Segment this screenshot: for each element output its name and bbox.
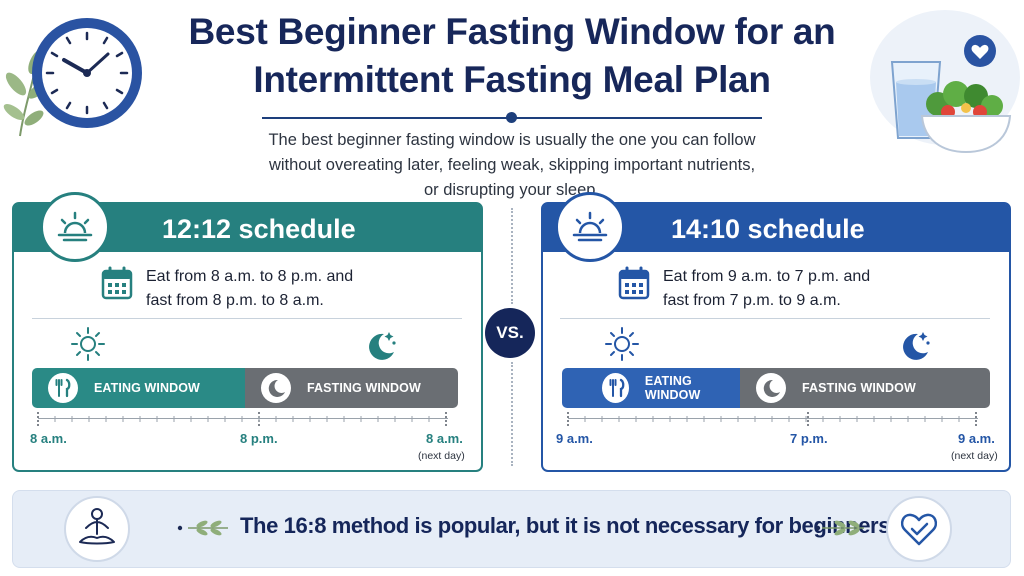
salad-bowl-icon — [918, 78, 1014, 159]
timeline-ticks — [37, 412, 447, 426]
card-title: 14:10 schedule — [671, 214, 865, 244]
end-time: 8 a.m. — [426, 431, 463, 446]
title-line-2: Intermittent Fasting Meal Plan — [253, 59, 771, 100]
description-line-1: Eat from 8 a.m. to 8 p.m. and — [146, 268, 354, 285]
end-time: 9 a.m. — [958, 431, 995, 446]
eating-window-segment: EATING WINDOW — [32, 368, 245, 408]
vs-divider-top — [511, 208, 513, 304]
moon-stars-icon — [898, 328, 932, 367]
fasting-window-segment: FASTING WINDOW — [740, 368, 990, 408]
divider — [560, 318, 990, 319]
start-time: 9 a.m. — [556, 431, 593, 446]
description-line-2: fast from 8 p.m. to 8 a.m. — [146, 292, 324, 309]
calendar-icon — [618, 266, 650, 305]
sun-icon — [70, 326, 106, 367]
sunrise-badge — [40, 192, 110, 262]
switch-time: 8 p.m. — [240, 431, 278, 446]
sunrise-icon — [57, 211, 93, 242]
eating-window-label: EATING WINDOW — [94, 381, 200, 395]
start-time: 8 a.m. — [30, 431, 67, 446]
subtitle-line-3: or disrupting your sleep. — [423, 181, 601, 199]
calendar-icon — [101, 266, 133, 305]
divider — [32, 318, 462, 319]
meditation-icon — [79, 508, 115, 545]
moon-icon — [756, 373, 786, 403]
fork-knife-icon — [602, 373, 629, 403]
heart-outline-icon — [900, 513, 938, 546]
clock-icon — [28, 14, 146, 137]
footer-message: The 16:8 method is popular, but it is no… — [240, 513, 896, 538]
time-bar: EATING WINDOW FASTING WINDOW — [562, 368, 990, 408]
meditation-badge — [64, 496, 130, 562]
page-title: Best Beginner Fasting Window for an Inte… — [150, 8, 874, 104]
subtitle: The best beginner fasting window is usua… — [200, 128, 824, 203]
fasting-window-label: FASTING WINDOW — [802, 381, 916, 395]
next-day-note: (next day) — [418, 450, 465, 462]
leaf-divider-right — [814, 518, 870, 543]
vs-divider-bottom — [511, 362, 513, 466]
fork-knife-icon — [48, 373, 78, 403]
schedule-description: Eat from 9 a.m. to 7 p.m. and fast from … — [663, 265, 870, 313]
eating-window-segment: EATING WINDOW — [562, 368, 740, 408]
sunrise-badge — [555, 192, 625, 262]
fasting-window-label: FASTING WINDOW — [307, 381, 421, 395]
leaf-divider-left — [176, 518, 232, 543]
eating-window-label: EATING WINDOW — [644, 374, 701, 402]
description-line-1: Eat from 9 a.m. to 7 p.m. and — [663, 268, 871, 285]
sun-icon — [604, 326, 640, 367]
timeline-axis — [568, 418, 978, 419]
time-bar: EATING WINDOW FASTING WINDOW — [32, 368, 458, 408]
timeline-ticks — [567, 412, 977, 426]
heart-icon — [963, 34, 997, 73]
description-line-2: fast from 7 p.m. to 9 a.m. — [663, 292, 841, 309]
title-line-1: Best Beginner Fasting Window for an — [188, 11, 836, 52]
subtitle-line-1: The best beginner fasting window is usua… — [268, 131, 756, 149]
heart-badge — [886, 496, 952, 562]
fasting-window-segment: FASTING WINDOW — [245, 368, 458, 408]
moon-stars-icon — [364, 328, 398, 367]
next-day-note: (next day) — [951, 450, 998, 462]
sunrise-icon — [572, 211, 608, 242]
schedule-description: Eat from 8 a.m. to 8 p.m. and fast from … — [146, 265, 353, 313]
vs-badge: VS. — [485, 308, 535, 358]
subtitle-line-2: without overeating later, feeling weak, … — [268, 156, 756, 174]
title-divider-dot — [506, 112, 517, 123]
card-title: 12:12 schedule — [162, 214, 356, 244]
switch-time: 7 p.m. — [790, 431, 828, 446]
timeline-axis — [38, 418, 448, 419]
moon-icon — [261, 373, 291, 403]
